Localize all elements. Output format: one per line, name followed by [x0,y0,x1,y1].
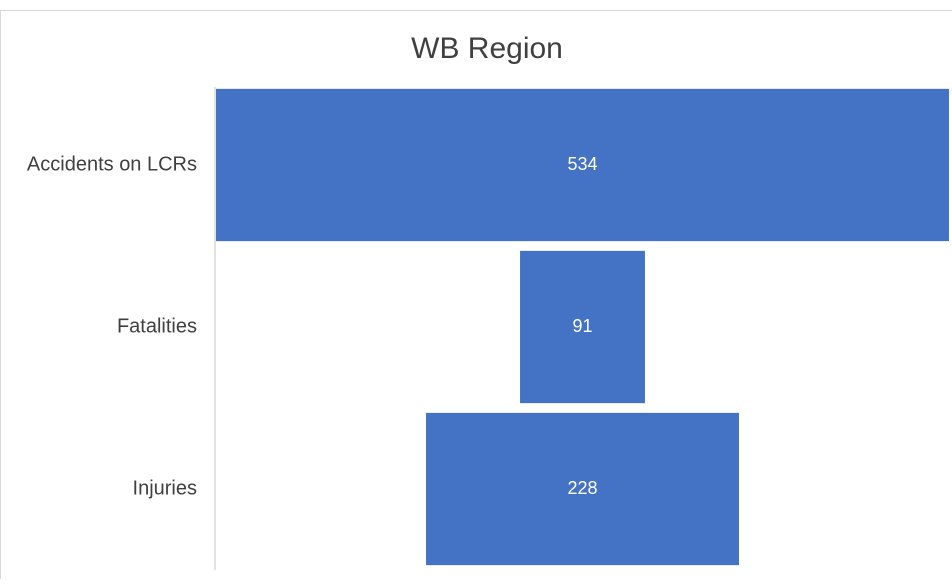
category-label: Fatalities [117,315,197,337]
category-label: Accidents on LCRs [27,153,197,175]
data-label: 228 [567,478,597,498]
chart-title: WB Region [411,32,563,65]
data-label: 534 [567,154,597,174]
category-label: Injuries [133,477,197,499]
data-label: 91 [572,316,592,336]
